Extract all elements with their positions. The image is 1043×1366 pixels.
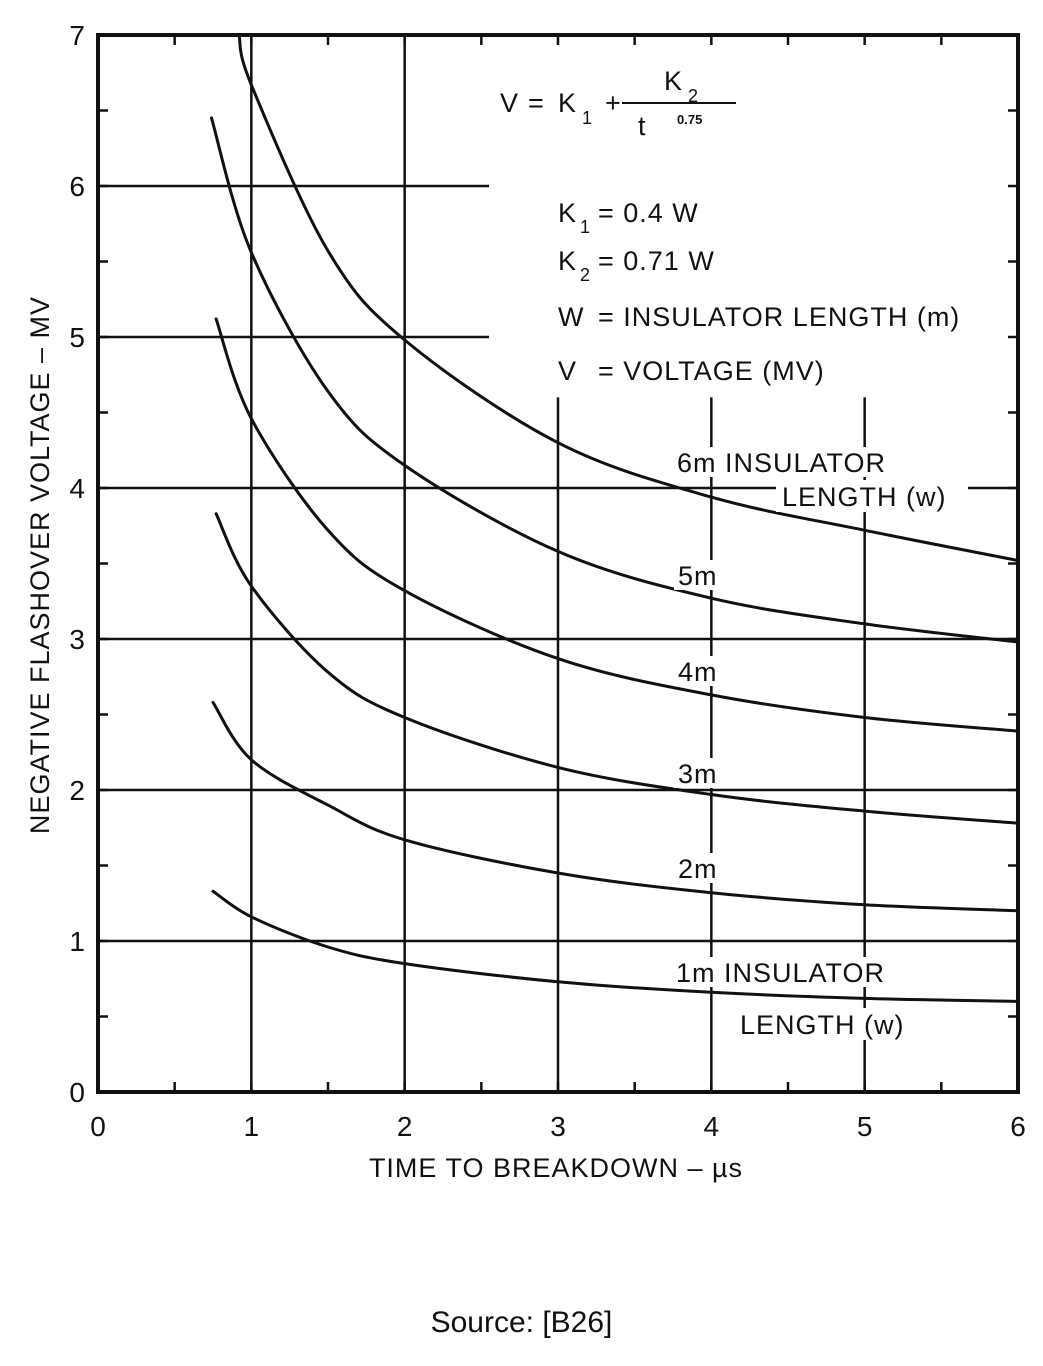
chart-svg: 0 1 2 3 4 5 6 0 1 2 3 4 5 6 7 TIME TO BREAKDOWN – µs N… [25,20,1026,1183]
svg-text:K: K [558,246,577,276]
y-tick-label: 4 [69,473,85,504]
y-tick-label: 2 [69,775,85,806]
svg-text:= 0.4 W: = 0.4 W [598,198,699,228]
x-tick-label: 2 [397,1111,413,1142]
x-tick-label: 0 [90,1111,106,1142]
curve-6m [237,33,1020,562]
svg-text:V: V [500,88,519,118]
svg-text:V: V [558,356,577,386]
svg-text:1: 1 [580,217,590,237]
constants-legend: K 1 = 0.4 W K 2 = 0.71 W W = INSULATOR L… [558,198,960,386]
svg-text:= 0.71 W: = 0.71 W [598,246,715,276]
source-caption: Source: [B26] [430,1306,613,1339]
x-tick-label: 6 [1010,1111,1026,1142]
tick-label-group: 0 1 2 3 4 5 6 0 1 2 3 4 5 6 7 [69,20,1025,1142]
curve-labels: 6m INSULATOR LENGTH (w) 5m 4m 3m 2m 1m I… [670,447,968,1040]
y-tick-label: 5 [69,322,85,353]
y-tick-label: 0 [69,1077,85,1108]
x-axis-title: TIME TO BREAKDOWN – µs [369,1153,743,1183]
curve-1m [211,889,1020,1003]
curve-group [210,33,1020,1003]
svg-text:W: W [558,302,584,332]
svg-text:t: t [638,111,647,141]
formula-annotation: V = K 1 + K 2 t 0.75 [500,66,736,141]
label-1m-length: LENGTH (w) [740,1010,905,1040]
svg-text:1: 1 [582,108,592,128]
curve-4m [214,317,1020,733]
label-6m-length: LENGTH (w) [782,482,947,512]
y-axis-title: NEGATIVE FLASHOVER VOLTAGE – MV [25,296,55,834]
svg-text:=: = [528,88,545,118]
label-4m: 4m [678,657,718,687]
curve-5m [210,116,1020,644]
svg-text:K: K [664,66,683,96]
y-tick-label: 6 [69,171,85,202]
curve-2m [211,700,1020,913]
svg-text:= VOLTAGE (MV): = VOLTAGE (MV) [598,356,825,386]
svg-text:0.75: 0.75 [677,112,702,127]
svg-text:K: K [558,198,577,228]
plot-frame [96,33,1020,1094]
label-2m: 2m [678,854,718,884]
curve-3m [214,512,1020,825]
svg-text:= INSULATOR LENGTH (m): = INSULATOR LENGTH (m) [598,302,960,332]
x-tick-label: 5 [857,1111,873,1142]
y-tick-label: 1 [69,926,85,957]
label-3m: 3m [678,759,718,789]
svg-text:2: 2 [688,86,698,106]
y-tick-label: 3 [69,624,85,655]
grid-lines [98,35,1018,1092]
svg-text:2: 2 [580,265,590,285]
x-tick-label: 3 [550,1111,566,1142]
label-1m: 1m INSULATOR [676,958,885,988]
svg-text:K: K [558,88,577,118]
label-5m: 5m [678,561,718,591]
svg-text:+: + [605,88,622,118]
x-tick-label: 4 [704,1111,720,1142]
label-6m: 6m INSULATOR [677,448,886,478]
y-tick-label: 7 [69,20,85,51]
x-tick-label: 1 [244,1111,260,1142]
